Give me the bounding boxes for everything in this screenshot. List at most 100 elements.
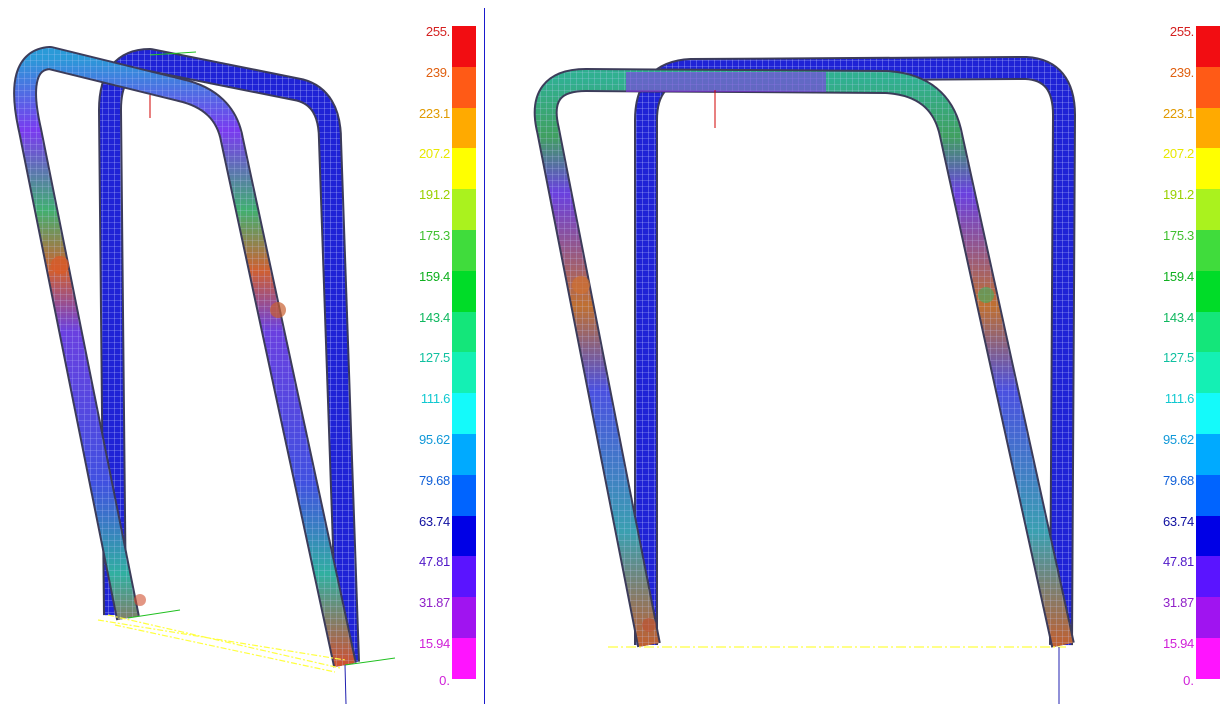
legend-level-label: 223.1 [418,105,450,121]
legend-level-label: 63.74 [1162,513,1194,529]
legend-level: 223.1 [1150,105,1222,149]
legend-level: 255. [1150,24,1222,67]
legend-color-swatch [452,556,476,598]
legend-min-label: 0. [1183,672,1194,688]
stress-hotspot-marker [51,256,69,274]
stress-hotspot-marker [978,287,994,303]
legend-level: 159.4 [1150,268,1222,312]
legend-level: 175.3 [406,227,478,271]
legend-level-label: 223.1 [1162,105,1194,121]
legend-level-label: 143.4 [418,309,450,325]
legend-color-swatch [1196,556,1220,598]
legend-level: 79.68 [406,473,478,516]
legend-level-label: 31.87 [1162,595,1194,611]
stress-hotspot-marker [642,618,656,632]
legend-level: 191.2 [406,187,478,230]
top-crossbar-stress-band [626,72,826,92]
legend-level-label: 15.94 [1162,635,1194,651]
legend-level: 207.2 [406,146,478,190]
legend-color-swatch [1196,189,1220,230]
isometric-model-viewport[interactable] [0,0,484,704]
legend-color-swatch [1196,393,1220,434]
legend-level: 47.81 [1150,554,1222,598]
legend-level-label: 159.4 [418,268,450,284]
legend-level: 111.6 [1150,391,1222,434]
front-hoop [533,68,1075,648]
coordinate-axes-icon [127,51,396,704]
stress-color-legend: 255. 239. 223.1 207.2 191.2 175.3 159.4 143.4 12… [406,24,478,688]
legend-color-swatch [452,148,476,190]
legend-color-swatch [452,637,476,679]
legend-level-label: 191.2 [418,187,450,203]
legend-level-label: 95.62 [418,431,450,447]
legend-level: 95.62 [406,431,478,475]
legend-level: 143.4 [1150,309,1222,353]
legend-level-label: 255. [1169,24,1194,39]
legend-level: 79.68 [1150,473,1222,516]
legend-level: 255. [406,24,478,67]
legend-level: 63.74 [406,513,478,557]
legend-level-label: 207.2 [418,146,450,162]
legend-color-swatch [452,66,476,108]
legend-color-swatch [1196,597,1220,638]
legend-level: 111.6 [406,391,478,434]
legend-level-label: 31.87 [418,595,450,611]
legend-level: 63.74 [1150,513,1222,557]
legend-level-label: 143.4 [1162,309,1194,325]
stress-hotspot-marker [134,594,146,606]
legend-level: 31.87 [1150,595,1222,638]
legend-color-swatch [452,107,476,149]
legend-level: 95.62 [1150,431,1222,475]
ground-plane [97,614,346,673]
legend-level-label: 239. [1169,64,1194,80]
legend-level: 191.2 [1150,187,1222,230]
legend-level: 143.4 [406,309,478,353]
legend-level: 15.94 [406,635,478,679]
legend-level: 31.87 [406,595,478,638]
legend-min-label: 0. [439,672,450,688]
legend-level-label: 111.6 [1164,391,1194,407]
legend-level-label: 255. [425,24,450,39]
legend-level: 223.1 [406,105,478,149]
legend-color-swatch [452,229,476,271]
legend-level-label: 175.3 [418,227,450,243]
legend-level-label: 127.5 [1162,350,1194,366]
legend-color-swatch [1196,270,1220,312]
coordinate-axes-icon [714,90,1060,704]
legend-level: 175.3 [1150,228,1222,271]
legend-level-label: 47.81 [418,554,450,570]
legend-color-swatch [452,433,476,475]
legend-color-swatch [1196,637,1220,679]
legend-color-swatch [1196,311,1220,353]
legend-color-swatch [452,26,476,67]
legend-level-label: 95.62 [1162,431,1194,447]
stress-color-legend: 255. 239. 223.1 207.2 191.2 175.3 159.4 143.4 12… [1150,24,1222,688]
legend-color-swatch [452,270,476,312]
stress-hotspot-marker [572,276,590,294]
legend-level: 47.81 [406,554,478,598]
isometric-view-panel: 255. 239. 223.1 207.2 191.2 175.3 159.4 143.4 12… [0,0,484,704]
legend-color-swatch [452,311,476,353]
legend-level-label: 159.4 [1162,268,1194,284]
legend-level: 239. [1150,64,1222,108]
legend-level: 127.5 [1150,350,1222,394]
legend-color-swatch [1196,515,1220,557]
front-model-viewport[interactable] [486,0,1224,704]
legend-color-swatch [1196,148,1220,190]
viewport-divider [484,8,485,704]
legend-color-swatch [1196,107,1220,149]
legend-color-swatch [452,352,476,394]
legend-level-label: 63.74 [418,513,450,529]
legend-level-label: 111.6 [420,391,450,407]
legend-level-label: 207.2 [1162,146,1194,162]
legend-level: 207.2 [1150,146,1222,190]
legend-level: 127.5 [406,350,478,394]
legend-color-swatch [1196,66,1220,108]
legend-level: 15.94 [1150,635,1222,679]
legend-level-label: 15.94 [418,635,450,651]
legend-level: 239. [406,64,478,108]
legend-color-swatch [1196,26,1220,67]
legend-level-label: 239. [425,64,450,80]
front-view-panel: 255. 239. 223.1 207.2 191.2 175.3 159.4 143.4 12… [486,0,1224,704]
front-hoop [13,46,357,668]
